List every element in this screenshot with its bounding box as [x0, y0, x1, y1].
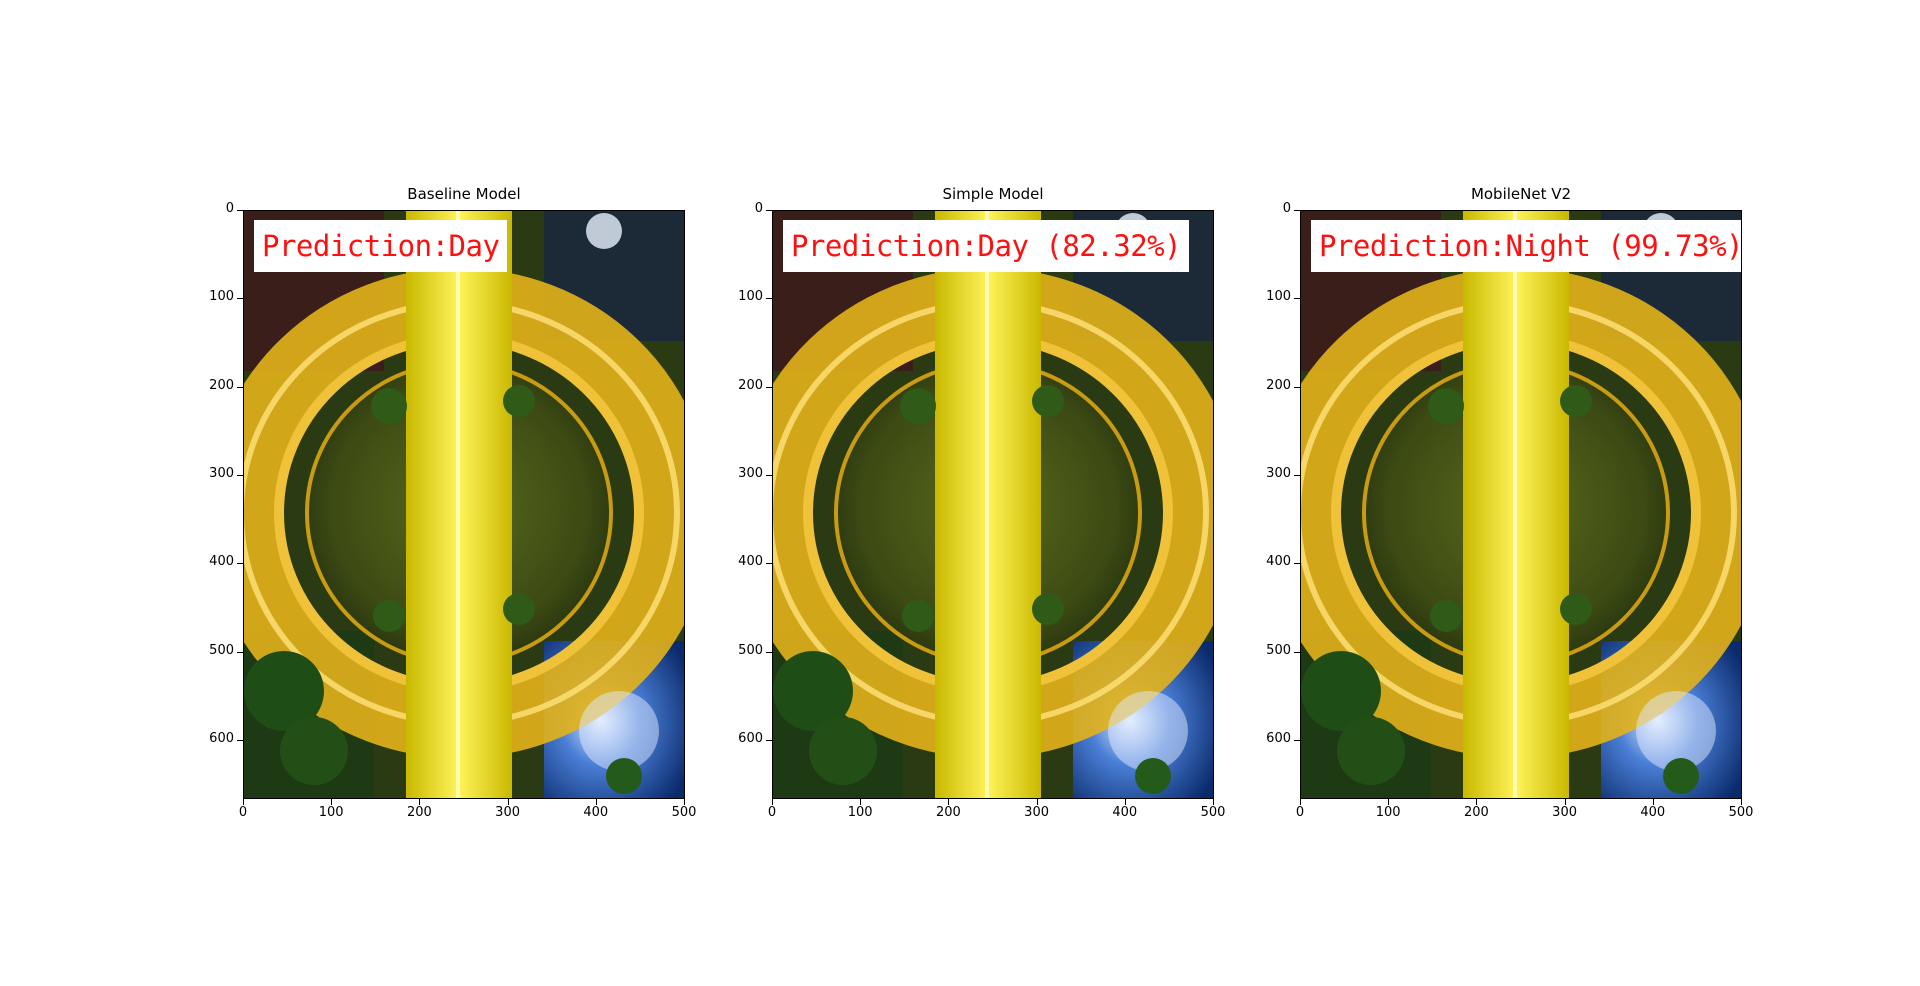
x-tick-label: 300 — [1552, 805, 1577, 820]
y-tick-mark — [766, 210, 772, 211]
x-tick-label: 200 — [935, 805, 961, 820]
roundabout-image — [773, 211, 1213, 798]
y-tick-mark — [237, 386, 243, 388]
y-tick-mark — [237, 210, 243, 211]
x-tick-label: 100 — [1375, 805, 1401, 820]
subplot-title: MobileNet V2 — [1470, 185, 1572, 203]
y-tick-label: 100 — [209, 289, 234, 305]
y-tick-label: 400 — [209, 554, 234, 570]
y-tick-mark — [1294, 474, 1300, 476]
prediction-label: Prediction:Day — [254, 220, 508, 272]
y-tick-mark — [766, 739, 772, 741]
x-tick-mark — [684, 799, 685, 805]
x-tick-label: 300 — [495, 805, 520, 820]
y-tick-mark — [766, 474, 772, 476]
x-tick-mark — [1741, 799, 1742, 805]
x-tick-label: 200 — [1463, 805, 1489, 820]
x-tick-label: 0 — [238, 805, 248, 820]
image-axes: Prediction:Day — [243, 210, 685, 799]
x-tick-mark — [1213, 799, 1214, 805]
y-tick-mark — [237, 474, 243, 476]
y-tick-label: 600 — [209, 730, 234, 746]
y-tick-mark — [1294, 210, 1300, 211]
y-tick-label: 300 — [209, 465, 234, 481]
y-tick-mark — [1294, 298, 1300, 300]
y-tick-mark — [1294, 563, 1300, 565]
y-tick-label: 200 — [738, 377, 763, 393]
subplot-2: Simple Model — [693, 185, 1293, 835]
y-tick-mark — [1294, 386, 1300, 388]
x-tick-mark — [1476, 799, 1478, 805]
y-tick-mark — [237, 298, 243, 300]
y-tick-mark — [237, 563, 243, 565]
y-tick-mark — [766, 651, 772, 653]
y-tick-label: 0 — [754, 201, 763, 216]
y-tick-mark — [1294, 651, 1300, 653]
y-tick-label: 100 — [1266, 289, 1291, 305]
x-tick-label: 500 — [1728, 805, 1754, 820]
y-tick-label: 100 — [738, 289, 763, 305]
y-tick-mark — [766, 386, 772, 388]
x-tick-label: 100 — [318, 805, 344, 820]
image-axes: Prediction:Night (99.73%) — [1300, 210, 1742, 799]
y-tick-label: 500 — [209, 642, 234, 658]
subplot-title: Simple Model — [942, 185, 1044, 203]
x-tick-label: 300 — [1024, 805, 1049, 820]
x-tick-mark — [1564, 799, 1566, 805]
x-tick-label: 0 — [1295, 805, 1305, 820]
x-tick-mark — [772, 799, 773, 805]
x-tick-mark — [1300, 799, 1301, 805]
y-tick-label: 600 — [1266, 730, 1291, 746]
x-tick-label: 400 — [583, 805, 609, 820]
y-tick-label: 400 — [1266, 554, 1291, 570]
y-tick-mark — [766, 563, 772, 565]
x-tick-label: 500 — [1200, 805, 1226, 820]
x-tick-mark — [948, 799, 950, 805]
x-tick-mark — [507, 799, 509, 805]
x-tick-mark — [1124, 799, 1126, 805]
y-tick-label: 500 — [738, 642, 763, 658]
y-tick-label: 300 — [1266, 465, 1291, 481]
roundabout-image — [1301, 211, 1741, 798]
y-tick-mark — [237, 651, 243, 653]
prediction-label: Prediction:Night (99.73%) — [1311, 220, 1741, 272]
x-tick-label: 400 — [1640, 805, 1666, 820]
x-tick-mark — [419, 799, 421, 805]
y-tick-label: 0 — [1282, 201, 1291, 216]
x-tick-label: 200 — [406, 805, 432, 820]
x-tick-mark — [1388, 799, 1390, 805]
x-tick-mark — [243, 799, 244, 805]
y-tick-mark — [237, 739, 243, 741]
y-tick-mark — [1294, 739, 1300, 741]
y-tick-label: 500 — [1266, 642, 1291, 658]
subplot-title: Baseline Model — [407, 185, 521, 203]
subplot-1: Baseline Model — [164, 185, 764, 835]
y-tick-label: 200 — [1266, 377, 1291, 393]
x-tick-mark — [331, 799, 333, 805]
x-tick-label: 0 — [767, 805, 777, 820]
image-axes: Prediction:Day (82.32%) — [772, 210, 1214, 799]
roundabout-image — [244, 211, 684, 798]
x-tick-label: 500 — [671, 805, 697, 820]
subplot-3: MobileNet V2 — [1221, 185, 1821, 835]
y-tick-label: 300 — [738, 465, 763, 481]
x-tick-mark — [1036, 799, 1038, 805]
y-tick-label: 600 — [738, 730, 763, 746]
x-tick-mark — [1652, 799, 1654, 805]
y-tick-mark — [766, 298, 772, 300]
x-tick-label: 400 — [1112, 805, 1138, 820]
y-tick-label: 200 — [209, 377, 234, 393]
y-tick-label: 0 — [225, 201, 234, 216]
y-tick-label: 400 — [738, 554, 763, 570]
x-tick-mark — [595, 799, 597, 805]
x-tick-label: 100 — [847, 805, 873, 820]
x-tick-mark — [860, 799, 862, 805]
prediction-label: Prediction:Day (82.32%) — [783, 220, 1190, 272]
